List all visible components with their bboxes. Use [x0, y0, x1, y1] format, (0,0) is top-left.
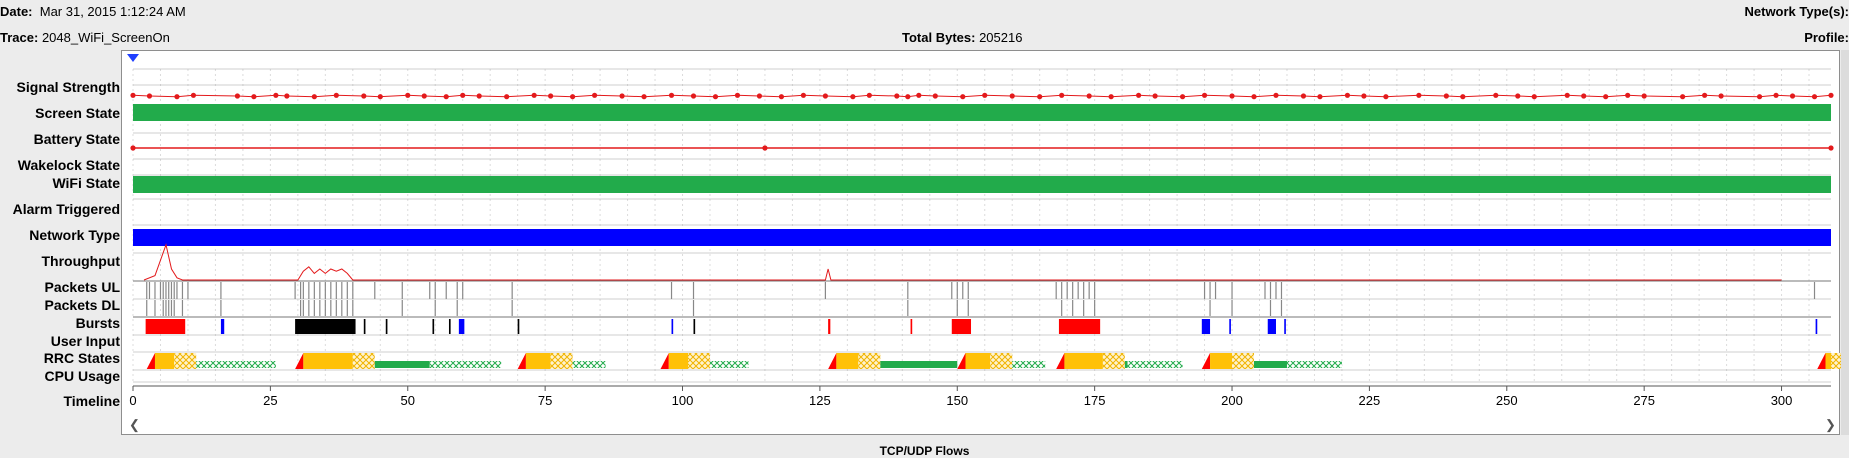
diagnostics-chart-panel[interactable] [121, 50, 1840, 435]
label-wakelock-state: Wakelock State [0, 157, 120, 173]
date-value: Mar 31, 2015 1:12:24 AM [40, 4, 186, 19]
tcp-udp-flows-caption: TCP/UDP Flows [0, 444, 1849, 458]
date-info: Date: Mar 31, 2015 1:12:24 AM [0, 4, 186, 19]
label-screen-state: Screen State [0, 105, 120, 121]
label-packets-ul: Packets UL [0, 279, 120, 295]
chevron-left-icon[interactable]: ❮ [129, 418, 140, 432]
trace-value: 2048_WiFi_ScreenOn [42, 30, 170, 45]
profile-label: Profile: [1804, 30, 1849, 45]
label-timeline: Timeline [0, 393, 120, 409]
label-wifi-state: WiFi State [0, 175, 120, 191]
total-bytes-value: 205216 [979, 30, 1022, 45]
date-label: Date: [0, 4, 33, 19]
label-bursts: Bursts [0, 315, 120, 331]
label-rrc-states: RRC States [0, 350, 120, 366]
total-bytes-info: Total Bytes: 205216 [902, 30, 1022, 45]
horizontal-scrollbar[interactable] [133, 418, 1828, 432]
label-alarm-triggered: Alarm Triggered [0, 201, 120, 217]
vertical-scrollbar[interactable] [1841, 50, 1849, 435]
trace-info: Trace: 2048_WiFi_ScreenOn [0, 30, 170, 45]
network-types-label: Network Type(s): [1745, 4, 1849, 19]
chevron-right-icon[interactable]: ❯ [1825, 418, 1836, 432]
trace-label: Trace: [0, 30, 38, 45]
label-packets-dl: Packets DL [0, 297, 120, 313]
label-throughput: Throughput [0, 253, 120, 269]
label-user-input: User Input [0, 333, 120, 349]
label-signal-strength: Signal Strength [0, 79, 120, 95]
label-battery-state: Battery State [0, 131, 120, 147]
label-network-type: Network Type [0, 227, 120, 243]
total-bytes-label: Total Bytes: [902, 30, 975, 45]
label-cpu-usage: CPU Usage [0, 368, 120, 384]
